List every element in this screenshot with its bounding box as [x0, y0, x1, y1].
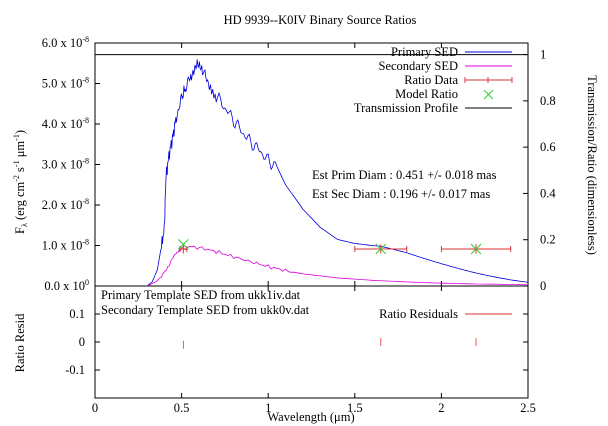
model-ratio-point [375, 243, 387, 255]
x-axis-label: Wavelength (μm) [267, 410, 354, 424]
series-layer [95, 54, 529, 349]
resid-y-tick-label: 0.1 [69, 307, 85, 321]
y-tick-label: 3.0 x 10-8 [42, 157, 89, 172]
y2-axis-ticks: 0 0.2 0.4 0.6 0.8 1 [523, 48, 556, 293]
x-tick-label: 0 [92, 401, 98, 415]
y-tick-label: 2.0 x 10-8 [42, 197, 89, 212]
y2-tick-label: 0.2 [540, 233, 556, 247]
ratio-data-point [179, 244, 188, 254]
y-tick-label: 0.0 x 100 [44, 278, 89, 293]
legend-label-transmission: Transmission Profile [354, 101, 459, 115]
resid-y-tick-label: 0 [79, 335, 85, 349]
x-tick-label: 1.5 [347, 401, 363, 415]
legend-swatch-model-ratio [483, 89, 494, 100]
y2-tick-label: 0.4 [540, 186, 556, 200]
y2-tick-label: 0.8 [540, 94, 556, 108]
x-axis-ticks: 0 0.5 1 1.5 2 2.5 [92, 43, 536, 415]
y2-tick-label: 0.6 [540, 140, 556, 154]
resid-y-axis-ticks: 0.1 0 -0.1 [65, 307, 528, 377]
chart-title: HD 9939--K0IV Binary Source Ratios [224, 13, 417, 27]
y-tick-label: 1.0 x 10-8 [42, 238, 89, 253]
model-ratio-stroke [470, 243, 482, 255]
y-tick-label: 5.0 x 10-8 [42, 76, 89, 91]
legend-label-primary-sed: Primary SED [391, 45, 458, 59]
resid-y-axis-label: Ratio Resid [13, 313, 27, 372]
y2-tick-label: 0 [540, 279, 546, 293]
resid-y-tick-label: -0.1 [65, 363, 85, 377]
legend: Primary SED Secondary SED Ratio Data Mod… [354, 45, 513, 115]
y-tick-label: 6.0 x 10-8 [42, 35, 89, 50]
y2-tick-label: 1 [540, 48, 546, 62]
primary-sed-line [146, 59, 529, 287]
legend-swatch-ratio-data [464, 77, 513, 83]
legend-label-ratio-data: Ratio Data [404, 73, 458, 87]
model-ratio-stroke [177, 238, 189, 250]
model-ratio-stroke [375, 243, 387, 255]
annotation-primary-template: Primary Template SED from ukk1iv.dat [101, 288, 301, 302]
model-ratio-point [470, 243, 482, 255]
y-axis-label: Fλ (erg cm-2 s-1 μm-1) [12, 130, 29, 234]
x-tick-label: 1 [265, 401, 271, 415]
model-ratio-point [177, 238, 189, 250]
legend-label-model-ratio: Model Ratio [395, 87, 458, 101]
x-tick-label: 0.5 [174, 401, 190, 415]
top-plot-frame [94, 42, 529, 287]
annotation-prim-diam: Est Prim Diam : 0.451 +/- 0.018 mas [312, 168, 497, 182]
x-tick-label: 2 [438, 401, 444, 415]
legend-label-ratio-residuals: Ratio Residuals [379, 307, 458, 321]
y-axis-ticks: 0.0 x 100 1.0 x 10-8 2.0 x 10-8 3.0 x 10-8 4… [42, 35, 100, 293]
annotation-secondary-template: Secondary Template SED from ukk0v.dat [101, 303, 310, 317]
secondary-sed-line [146, 245, 529, 287]
y-tick-label: 4.0 x 10-8 [42, 116, 89, 131]
annotation-sec-diam: Est Sec Diam : 0.196 +/- 0.017 mas [312, 187, 490, 201]
x-tick-label: 2.5 [520, 401, 536, 415]
legend-model-stroke [483, 89, 494, 100]
legend-label-secondary-sed: Secondary SED [379, 59, 459, 73]
y2-axis-label: Transmission/Ratio (dimensionless) [585, 75, 599, 255]
